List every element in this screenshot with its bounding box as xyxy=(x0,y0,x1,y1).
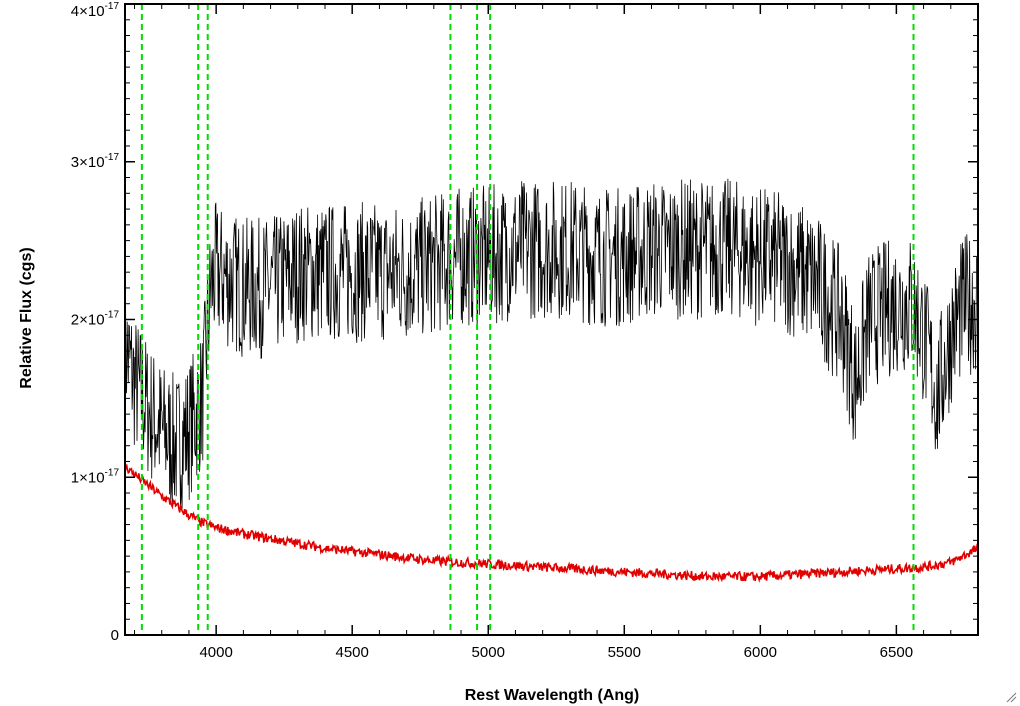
y-tick-labels: 0 1×10-17 2×10-17 3×10-17 4×10-17 xyxy=(71,1,120,644)
y-tick-label: 3×10-17 xyxy=(71,152,120,171)
x-tick-label: 5000 xyxy=(472,644,505,661)
reference-lines xyxy=(140,4,915,635)
resize-grip-icon[interactable] xyxy=(1005,691,1017,703)
spectrum-series-line xyxy=(125,464,978,583)
spectrum-series-line xyxy=(125,178,978,510)
y-tick-label: 2×10-17 xyxy=(71,310,120,329)
plot-area xyxy=(125,178,978,583)
x-tick-label: 6500 xyxy=(880,644,913,661)
y-tick-label: 4×10-17 xyxy=(71,1,120,20)
x-tick-labels: 4000 4500 5000 5500 6000 6500 xyxy=(199,644,913,661)
x-axis-label: Rest Wavelength (Ang) xyxy=(465,687,640,704)
axis-ticks xyxy=(125,3,979,636)
x-tick-label: 6000 xyxy=(744,644,777,661)
x-tick-label: 5500 xyxy=(608,644,641,661)
plot-frame xyxy=(124,3,979,636)
y-tick-label: 0 xyxy=(111,627,119,644)
y-axis-label: Relative Flux (cgs) xyxy=(18,247,35,388)
y-tick-label: 1×10-17 xyxy=(71,467,120,486)
x-tick-label: 4000 xyxy=(199,644,232,661)
x-tick-label: 4500 xyxy=(336,644,369,661)
